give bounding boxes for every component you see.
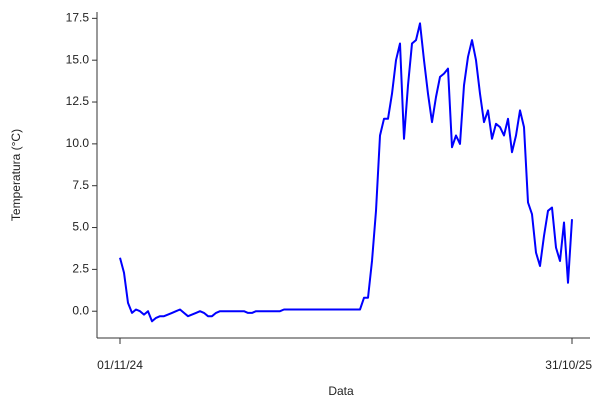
y-tick-label: 0.0 (72, 303, 89, 317)
data-line (119, 22, 573, 323)
y-tick-label: 17.5 (66, 11, 90, 25)
y-tick-label: 15.0 (66, 52, 90, 66)
y-axis-label: Temperatura (°C) (9, 129, 23, 221)
y-tick-label: 5.0 (72, 220, 89, 234)
x-tick-label: 01/11/24 (97, 358, 143, 372)
y-tick-label: 2.5 (72, 262, 89, 276)
x-axis-label: Data (328, 384, 354, 398)
y-tick-label: 10.0 (66, 136, 90, 150)
y-tick-label: 12.5 (66, 94, 90, 108)
x-tick-label: 31/10/25 (545, 358, 592, 372)
y-tick-label: 7.5 (72, 178, 89, 192)
